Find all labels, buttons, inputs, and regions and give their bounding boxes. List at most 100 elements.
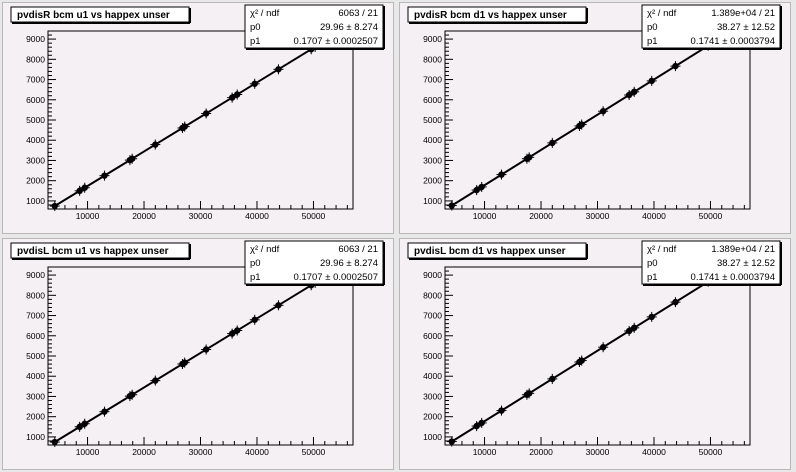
data-point [670, 61, 681, 72]
y-tick-label: 8000 [26, 290, 45, 300]
x-tick-label: 20000 [132, 211, 156, 221]
chart-pad-1: 1000 2000 3000 4000 5000 6000 7000 8000 9000 1000… [2, 2, 394, 234]
stats-value: 0.1741 ± 0.0003794 [691, 272, 775, 283]
data-point [670, 297, 681, 308]
x-tick-label: 20000 [529, 447, 553, 457]
data-point [150, 375, 161, 386]
stats-label: p0 [250, 22, 261, 33]
x-tick-label: 10000 [76, 211, 100, 221]
stats-label: χ² / ndf [647, 244, 677, 255]
stats-label: χ² / ndf [647, 8, 677, 19]
x-tick-label: 50000 [302, 447, 326, 457]
stats-value: 38.27 ± 12.52 [717, 258, 775, 269]
stats-label: χ² / ndf [250, 8, 280, 19]
x-tick-label: 40000 [642, 211, 666, 221]
data-point [476, 181, 487, 192]
data-point [624, 325, 635, 336]
y-tick-label: 6000 [423, 331, 442, 341]
chart-title-box: pvdisR bcm u1 vs happex unser [10, 6, 191, 24]
data-point [127, 389, 138, 400]
stats-label: p1 [250, 272, 261, 283]
data-point [576, 119, 587, 130]
data-point [201, 108, 212, 119]
data-point [99, 170, 110, 181]
stats-value: 0.1741 ± 0.0003794 [691, 36, 775, 47]
y-tick-label: 9000 [26, 34, 45, 44]
y-tick-label: 6000 [26, 95, 45, 105]
y-tick-label: 1000 [26, 196, 45, 206]
data-point [99, 406, 110, 417]
data-point [227, 92, 238, 103]
data-point [476, 417, 487, 428]
data-point [249, 314, 260, 325]
point-marker [625, 327, 633, 335]
point-marker [578, 357, 585, 364]
y-tick-label: 9000 [423, 270, 442, 280]
data-point [201, 344, 212, 355]
point-marker [51, 438, 58, 446]
data-point [547, 137, 558, 148]
point-marker [625, 91, 633, 99]
y-tick-label: 7000 [26, 311, 45, 321]
y-tick-label: 1000 [423, 196, 442, 206]
y-tick-label: 7000 [26, 75, 45, 85]
point-marker [648, 77, 655, 85]
y-tick-label: 4000 [423, 371, 442, 381]
y-tick-label: 2000 [26, 412, 45, 422]
y-tick-label: 3000 [26, 391, 45, 401]
data-point [576, 355, 587, 366]
data-point [524, 152, 535, 163]
point-marker [599, 108, 607, 115]
data-point [273, 64, 284, 75]
x-tick-label: 40000 [245, 447, 269, 457]
point-marker [251, 80, 258, 87]
point-marker [275, 66, 282, 73]
stats-label: p0 [647, 258, 658, 269]
point-marker [672, 298, 679, 306]
point-marker [128, 155, 136, 162]
point-marker [631, 88, 638, 96]
x-tick-label: 40000 [245, 211, 269, 221]
point-marker [631, 324, 638, 332]
point-marker [498, 407, 505, 414]
y-tick-label: 4000 [26, 371, 45, 381]
stats-frame [244, 240, 384, 285]
stats-value: 29.96 ± 8.274 [320, 258, 378, 269]
y-tick-label: 3000 [26, 155, 45, 165]
y-tick-label: 8000 [423, 54, 442, 64]
stats-box: χ² / ndf 6063 / 21 p0 29.96 ± 8.274 p1 0.1707… [244, 240, 385, 286]
stats-label: p0 [647, 22, 658, 33]
point-marker [648, 313, 655, 321]
data-point [629, 86, 640, 97]
data-point [471, 185, 482, 196]
x-tick-label: 50000 [302, 211, 326, 221]
data-point [232, 325, 243, 336]
chart-title-box: pvdisL bcm d1 vs happex unser [407, 242, 588, 260]
data-point [496, 169, 507, 180]
chart-pad-2: 1000 2000 3000 4000 5000 6000 7000 8000 9000 1000… [399, 2, 791, 234]
data-point [624, 89, 635, 100]
point-marker [525, 154, 533, 161]
data-point [598, 106, 609, 117]
stats-label: p1 [647, 272, 658, 283]
point-marker [275, 302, 282, 309]
point-marker [234, 91, 241, 98]
y-tick-label: 2000 [423, 412, 442, 422]
chart-pad-3: 1000 2000 3000 4000 5000 6000 7000 8000 9000 1000… [2, 238, 394, 470]
point-marker [202, 110, 210, 117]
data-point [446, 200, 457, 211]
chart-pad-4: 1000 2000 3000 4000 5000 6000 7000 8000 9000 1000… [399, 238, 791, 470]
stats-value: 6063 / 21 [338, 8, 378, 19]
point-marker [152, 377, 159, 384]
x-tick-label: 10000 [473, 211, 497, 221]
stats-value: 29.96 ± 8.274 [320, 22, 378, 33]
stats-value: 0.1707 ± 0.0002507 [294, 272, 378, 283]
x-tick-label: 30000 [586, 447, 610, 457]
fit-line [51, 33, 337, 209]
data-point [471, 421, 482, 432]
point-marker [76, 423, 83, 431]
y-tick-label: 1000 [423, 432, 442, 442]
stats-box: χ² / ndf 1.389e+04 / 21 p0 38.27 ± 12.52 p1 0… [641, 4, 782, 50]
data-point [79, 418, 90, 429]
x-tick-label: 50000 [699, 447, 723, 457]
